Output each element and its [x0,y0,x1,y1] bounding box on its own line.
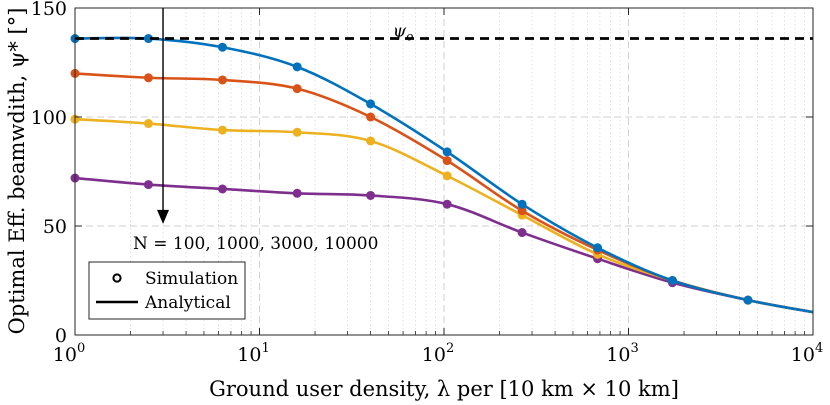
series-point [217,125,227,135]
series-point [366,136,376,146]
x-tick-label: 102 [422,341,454,366]
series-point [292,188,302,198]
y-tick-label: 100 [31,107,67,129]
legend-marker [112,273,122,283]
legend-box [88,261,246,320]
series-point [667,276,677,285]
x-tick-label: 101 [237,341,269,366]
series-point [292,62,302,72]
series-point [292,127,302,137]
series-point [442,147,452,157]
reference-line-label: ψo [393,22,414,44]
legend: Simulation Analytical [88,261,246,320]
series-point [143,73,153,83]
series-point [743,295,753,305]
x-tick-label: 100 [53,341,85,366]
y-tick-label: 150 [31,0,67,20]
series-point [366,190,376,200]
ticks: 100 101 102 103 104 0 50 100 150 [31,0,824,366]
x-tick-label: 103 [606,341,638,366]
series-point [517,199,527,209]
x-axis-label: Ground user density, λ per [10 km × 10 k… [209,377,679,401]
series-point [517,228,527,238]
y-tick-label: 50 [43,216,67,238]
series-point [366,99,376,109]
legend-label: Simulation [145,269,238,289]
series-point [292,84,302,94]
series-point [366,112,376,122]
annotation-arrow-head [157,209,170,224]
series-point [217,75,227,85]
legend-label: Analytical [144,293,231,313]
reference-line-group: ψo [75,22,813,44]
series-point [442,171,452,181]
series-point [442,156,452,166]
x-tick-label: 104 [791,341,823,366]
series-group [70,34,814,314]
series-point [442,199,452,209]
y-tick-label: 0 [55,325,67,347]
annotation-group: N = 100, 1000, 3000, 10000 [133,8,378,254]
y-axis-label: Optimal Eff. beamwdith, ψ* [°] [5,8,29,335]
series-point [217,42,227,52]
annotation-text: N = 100, 1000, 3000, 10000 [133,234,378,254]
series-point [143,180,153,190]
series-point [143,119,153,129]
series-point [217,184,227,194]
series-point [593,243,603,253]
